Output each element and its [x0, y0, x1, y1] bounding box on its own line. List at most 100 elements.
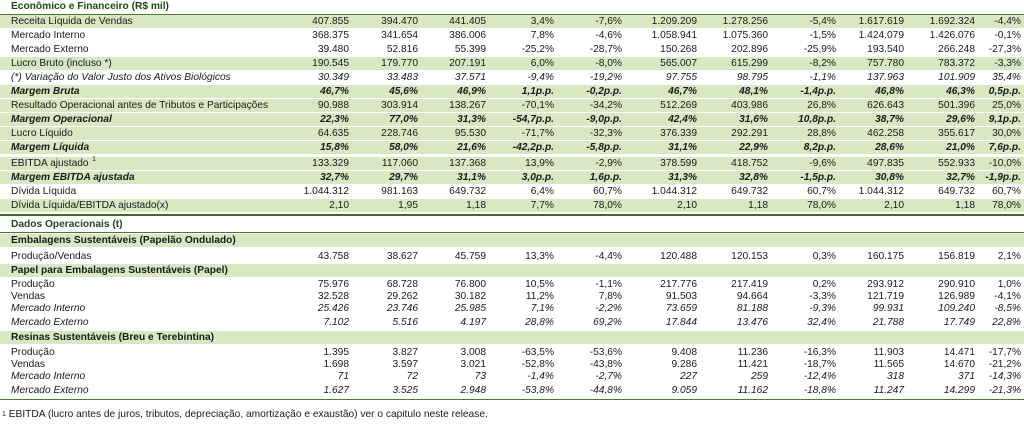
table-cell: 1,18: [748, 200, 768, 211]
table-cell: 3.008: [460, 347, 487, 358]
table-cell: -2,9%: [595, 158, 622, 169]
table-row: Margem EBITDA ajustada 32,7% 29,7% 31,1% 3,0…: [0, 171, 1024, 184]
row-label: Lucro Bruto (incluso *): [11, 58, 112, 69]
table-row: Margem Operacional 22,3% 77,0% 31,3% -54,7p.…: [0, 113, 1024, 126]
table-cell: 37.571: [454, 72, 486, 83]
table-cell: 17.844: [665, 317, 697, 328]
table-cell: 227: [680, 371, 697, 382]
table-cell: -18,8%: [803, 385, 836, 396]
table-cell: 55.399: [454, 44, 486, 55]
subsection-header: Papel para Embalagens Sustentáveis (Pape…: [0, 264, 1024, 277]
table-cell: 217.419: [731, 279, 768, 290]
table-cell: 1.209.209: [651, 16, 697, 27]
table-cell: 407.855: [312, 16, 349, 27]
table-cell: 90.988: [317, 100, 349, 111]
table-cell: 1.692.324: [929, 16, 975, 27]
table-cell: -7,6%: [595, 16, 622, 27]
table-cell: -4,6%: [595, 30, 622, 41]
table-cell: 77,0%: [389, 114, 418, 125]
table-cell: 121.719: [867, 291, 904, 302]
table-row: Receita Líquida de Vendas 407.855 394.470 4…: [0, 15, 1024, 28]
table-cell: 58,0%: [389, 142, 418, 153]
table-cell: 1,0%: [997, 279, 1021, 290]
table-cell: 48,1%: [739, 86, 768, 97]
table-cell: 418.752: [731, 158, 768, 169]
table-cell: 11.421: [737, 359, 768, 370]
table-cell: 1.044.312: [651, 186, 697, 197]
table-cell: 11.565: [873, 359, 904, 370]
subsection-title: Resinas Sustentáveis (Breu e Terebintina…: [11, 332, 215, 343]
table-cell: -8,0%: [595, 58, 622, 69]
table-cell: 7,6p.p.: [988, 142, 1021, 153]
table-cell: 368.375: [312, 30, 349, 41]
row-label: Dívida Líquida/EBITDA ajustado(x): [11, 200, 169, 211]
table-cell: 217.776: [660, 279, 697, 290]
table-cell: 190.545: [312, 58, 349, 69]
table-cell: 3.827: [392, 347, 419, 358]
table-cell: -25,2%: [521, 44, 554, 55]
table-cell: 31,1%: [668, 142, 697, 153]
table-cell: 228.746: [381, 128, 418, 139]
table-cell: 11.236: [737, 347, 768, 358]
table-cell: 1.424.079: [858, 30, 904, 41]
table-cell: 1.395: [323, 347, 350, 358]
table-cell: 1.044.312: [303, 186, 349, 197]
table-cell: 31,3%: [668, 172, 697, 183]
table-cell: 6,4%: [530, 186, 554, 197]
table-cell: 22,8%: [992, 317, 1021, 328]
table-cell: 38.627: [386, 251, 418, 262]
footnote: 1 EBITDA (lucro antes de juros, tributos…: [2, 408, 488, 421]
table-cell: 1.627: [323, 385, 350, 396]
table-cell: 1,6p.p.: [589, 172, 622, 183]
section-header-financial: Econômico e Financeiro (R$ mil): [0, 0, 1024, 14]
table-cell: 11.162: [737, 385, 768, 396]
table-cell: 1.278.256: [722, 16, 768, 27]
table-cell: 4.197: [460, 317, 487, 328]
table-row: Lucro Bruto (incluso *) 190.545 179.770 207…: [0, 57, 1024, 70]
table-cell: 160.175: [867, 251, 904, 262]
table-cell: 371: [958, 371, 975, 382]
table-row: Mercado Externo 7.102 5.516 4.197 28,8% 69,2%…: [0, 316, 1024, 329]
table-cell: 1.058.941: [651, 30, 697, 41]
table-cell: 649.732: [731, 186, 768, 197]
table-cell: -21,3%: [988, 385, 1021, 396]
table-cell: 757.780: [867, 58, 904, 69]
table-cell: 138.267: [449, 100, 486, 111]
table-cell: -52,8%: [521, 359, 554, 370]
table-cell: 73.659: [665, 303, 697, 314]
table-cell: 293.912: [867, 279, 904, 290]
table-cell: 6,0%: [530, 58, 554, 69]
table-cell: 35,4%: [992, 72, 1021, 83]
table-cell: 30.349: [317, 72, 349, 83]
table-cell: 109.240: [938, 303, 975, 314]
table-cell: 179.770: [381, 58, 418, 69]
table-cell: 120.488: [660, 251, 697, 262]
table-cell: 1,18: [955, 200, 975, 211]
section-title-operational: Dados Operacionais (t): [11, 219, 123, 230]
table-cell: -21,2%: [988, 359, 1021, 370]
table-cell: 5.516: [392, 317, 419, 328]
table-cell: -25,9%: [803, 44, 836, 55]
row-label: (*) Variação do Valor Justo dos Ativos B…: [11, 72, 231, 83]
table-cell: 3,4%: [530, 16, 554, 27]
table-cell: 21.788: [872, 317, 904, 328]
table-cell: 21,6%: [457, 142, 486, 153]
table-cell: -44,8%: [589, 385, 622, 396]
table-cell: 649.732: [938, 186, 975, 197]
table-cell: -18,7%: [803, 359, 836, 370]
table-cell: 14.471: [943, 347, 975, 358]
table-cell: -4,4%: [595, 251, 622, 262]
table-cell: 441.405: [449, 16, 486, 27]
table-cell: 2,10: [329, 200, 349, 211]
subsection-header: Resinas Sustentáveis (Breu e Terebintina…: [0, 331, 1024, 344]
table-cell: 45,6%: [389, 86, 418, 97]
table-cell: 25.426: [317, 303, 349, 314]
row-label: Margem Líquida: [11, 142, 90, 153]
table-cell: 137.368: [449, 158, 486, 169]
table-cell: 46,7%: [668, 86, 697, 97]
table-cell: 11.903: [873, 347, 904, 358]
table-cell: -32,3%: [589, 128, 622, 139]
table-cell: 94.664: [736, 291, 768, 302]
table-cell: 31,3%: [457, 114, 486, 125]
table-row: Dívida Líquida 1.044.312 981.163 649.732 6,4…: [0, 185, 1024, 198]
